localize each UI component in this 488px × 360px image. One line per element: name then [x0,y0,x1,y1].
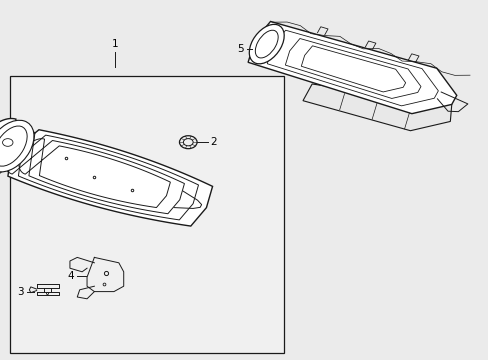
Polygon shape [303,84,451,131]
Ellipse shape [249,24,284,64]
Text: 3: 3 [17,287,23,297]
Text: 4: 4 [67,271,74,282]
Ellipse shape [0,120,34,172]
Text: 5: 5 [236,44,243,54]
Bar [10,76,283,353]
Polygon shape [247,22,456,114]
Text: 2: 2 [210,137,217,147]
Text: 1: 1 [111,39,118,49]
Polygon shape [0,118,212,226]
